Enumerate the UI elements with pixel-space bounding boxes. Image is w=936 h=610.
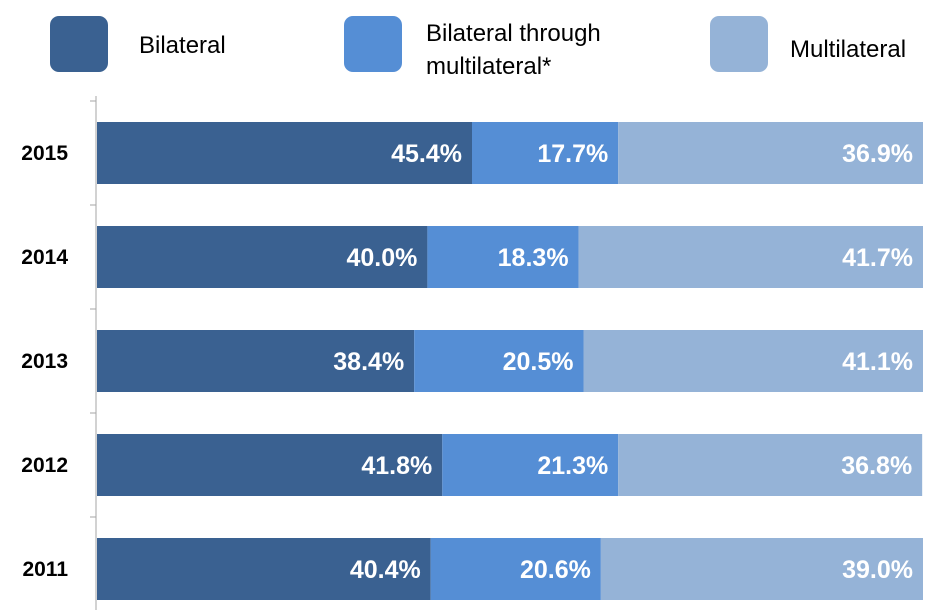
bar-segment (442, 434, 619, 496)
bar-segment (97, 122, 473, 184)
bar-segment (472, 122, 619, 184)
data-label: 41.7% (842, 244, 913, 272)
data-label: 18.3% (498, 244, 569, 272)
y-tick-label: 2012 (21, 454, 68, 477)
legend-label-line: multilateral* (426, 53, 552, 80)
legend-swatch-bilateral-through-multilateral (344, 16, 402, 72)
bar-segment (97, 226, 428, 288)
legend-swatch-bilateral (50, 16, 108, 72)
bar-segment (97, 538, 431, 600)
stacked-bar-chart: 2015 45.4% 17.7% 36.9% 2014 40.0% 18.3% 41.7% 20… (21, 96, 923, 610)
y-tick-label: 2013 (21, 350, 68, 373)
data-label: 41.1% (842, 348, 913, 376)
bar-segment (427, 226, 579, 288)
data-label: 45.4% (391, 140, 462, 168)
legend-swatch-multilateral (710, 16, 768, 72)
bar-segment (618, 122, 923, 184)
bar-segment (618, 434, 923, 496)
data-label: 21.3% (537, 452, 608, 480)
y-tick-label: 2014 (21, 246, 68, 269)
data-label: 17.7% (537, 140, 608, 168)
bar-segment (583, 330, 923, 392)
bar-segment (578, 226, 923, 288)
bar-segment (414, 330, 584, 392)
bar-segment (430, 538, 601, 600)
y-axis (90, 96, 97, 610)
data-label: 38.4% (333, 348, 404, 376)
data-label: 20.6% (520, 556, 591, 584)
legend-label-multilateral: Multilateral (790, 33, 906, 66)
legend-label-bilateral: Bilateral (139, 29, 226, 62)
bar-segment (97, 330, 415, 392)
data-label: 41.8% (361, 452, 432, 480)
bars (97, 122, 923, 600)
data-label: 40.4% (350, 556, 421, 584)
legend-label-line: Bilateral (139, 32, 226, 59)
labels: 2015 45.4% 17.7% 36.9% 2014 40.0% 18.3% 41.7% 20… (21, 140, 913, 584)
data-label: 20.5% (503, 348, 574, 376)
data-label: 36.8% (841, 452, 912, 480)
legend-label-line: Bilateral through (426, 20, 601, 47)
chart-legend: Bilateral Bilateral through multilateral… (0, 0, 936, 100)
data-label: 39.0% (842, 556, 913, 584)
bar-segment (600, 538, 923, 600)
legend-label-bilateral-through-multilateral: Bilateral through multilateral* (426, 17, 601, 83)
y-tick-label: 2011 (22, 558, 68, 581)
y-tick-label: 2015 (21, 142, 68, 165)
bar-segment (97, 434, 443, 496)
legend-label-line: Multilateral (790, 36, 907, 63)
data-label: 36.9% (842, 140, 913, 168)
data-label: 40.0% (347, 244, 418, 272)
